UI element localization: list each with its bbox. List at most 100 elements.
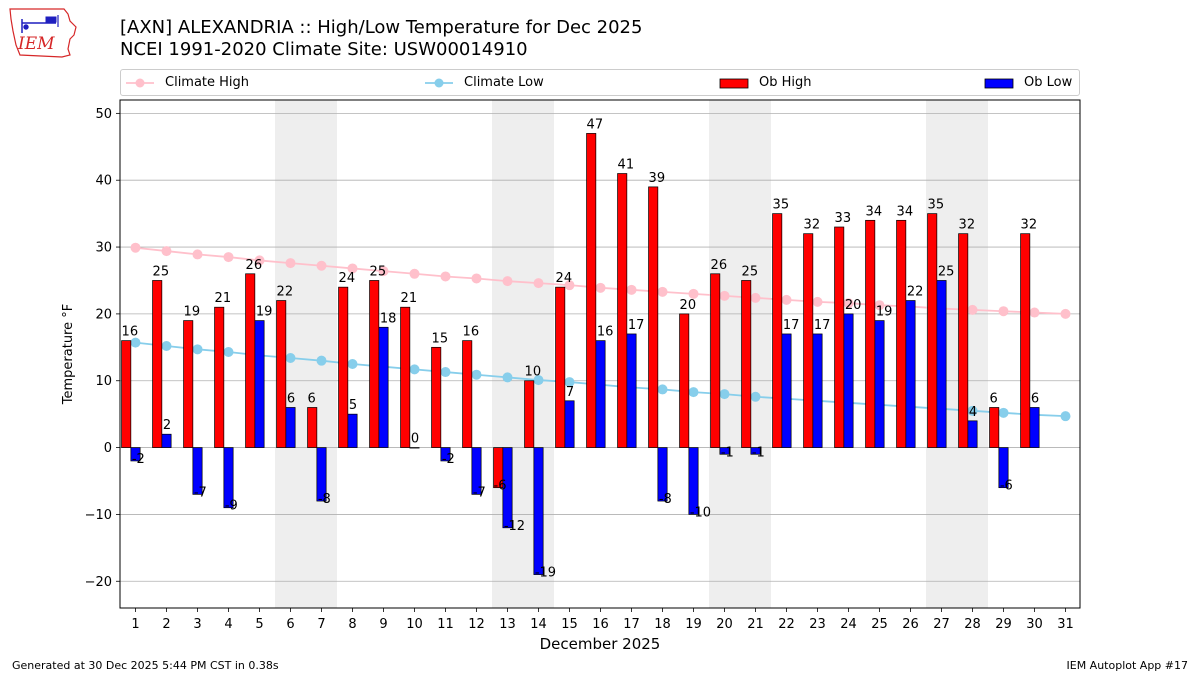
climate-low-point [533, 375, 544, 386]
ob-low-value-label: 16 [597, 325, 614, 340]
ob-low-value-label: 25 [938, 264, 955, 279]
ob-high-value-label: 26 [711, 258, 728, 273]
y-axis-label: Temperature °F [61, 304, 76, 405]
ob-high-value-label: 26 [246, 258, 263, 273]
ob-high-value-label: 22 [277, 285, 294, 300]
ob-low-value-label: -8 [318, 492, 331, 507]
climate-low-point [192, 344, 203, 355]
x-tick-label: 11 [437, 617, 454, 632]
ob-low-value-label: -1 [752, 445, 765, 460]
x-tick-label: 8 [348, 617, 356, 632]
ob-low-value-label: -12 [504, 519, 525, 534]
x-tick-label: 21 [747, 617, 764, 632]
climate-low-point [719, 389, 730, 400]
ob-low-bar [781, 333, 792, 448]
climate-high-point [378, 266, 389, 277]
x-tick-label: 4 [224, 617, 232, 632]
ob-high-value-label: 6 [308, 391, 316, 406]
ob-low-bar [626, 333, 637, 448]
ob-low-value-label: -6 [1000, 479, 1013, 494]
ob-high-bar [121, 340, 132, 448]
climate-high-point [998, 306, 1009, 317]
climate-low-point [998, 407, 1009, 418]
x-tick-label: 18 [654, 617, 671, 632]
ob-low-bar [812, 333, 823, 448]
ob-high-value-label: 19 [184, 305, 201, 320]
ob-high-bar [214, 306, 225, 448]
y-tick-label: 20 [95, 307, 112, 322]
plot-frame [119, 99, 1081, 609]
ob-low-bar [130, 447, 141, 462]
climate-low-point [688, 387, 699, 398]
ob-low-value-label: -2 [442, 452, 455, 467]
y-tick-label: 50 [95, 107, 112, 122]
climate-high-point [564, 280, 575, 291]
app-id: IEM Autoplot App #17 [1066, 659, 1189, 672]
ob-high-value-label: 32 [804, 218, 821, 233]
ob-low-bar [564, 400, 575, 448]
weekend-shading [275, 100, 988, 608]
ob-low-bar [347, 413, 358, 448]
ob-low-value-label: 0 [411, 432, 419, 447]
ob-low-bar [657, 447, 668, 502]
ob-high-value-label: 25 [370, 264, 387, 279]
x-tick-label: 31 [1057, 617, 1074, 632]
x-tick-label: 23 [809, 617, 826, 632]
ob-high-value-label: 32 [1021, 218, 1038, 233]
ob-low-bar [533, 447, 544, 575]
ob-low-value-label: -7 [194, 485, 207, 500]
ob-high-bar [431, 346, 442, 448]
logo-text: IEM [17, 34, 55, 54]
legend: Climate High Climate Low Ob High Ob Low [120, 69, 1080, 96]
ob-low-bar [688, 447, 699, 515]
climate-high-point [192, 249, 203, 260]
ob-low-bar [254, 320, 265, 448]
ob-low-bar [440, 447, 451, 462]
climate-high-point [502, 276, 513, 287]
ob-high-value-label: 20 [680, 298, 697, 313]
ob-high-bar [307, 407, 318, 448]
climate-high-point [874, 300, 885, 311]
ob-high-bar [741, 280, 752, 448]
legend-item-climate-low: Climate Low [424, 73, 544, 92]
climate-low-line-icon [425, 78, 453, 87]
ob-low-value-label: 2 [163, 418, 171, 433]
ob-low-value-label: -2 [132, 452, 145, 467]
ob-low-value-label: -19 [535, 566, 556, 581]
ob-low-bar [595, 340, 606, 448]
chart-subtitle: NCEI 1991-2020 Climate Site: USW00014910 [120, 39, 528, 60]
x-tick-label: 9 [379, 617, 387, 632]
x-tick-label: 10 [406, 617, 423, 632]
ob-high-bar [679, 313, 690, 448]
ob-high-value-label: 33 [835, 211, 852, 226]
ob-low-value-label: 4 [969, 405, 977, 420]
y-tick-label: 10 [95, 374, 112, 389]
climate-low-point [471, 369, 482, 380]
y-tick-label: 0 [104, 441, 112, 456]
y-tick-label: 30 [95, 241, 112, 256]
chart-title: [AXN] ALEXANDRIA :: High/Low Temperature… [120, 17, 643, 38]
ob-low-swatch-icon [984, 78, 1014, 88]
ob-low-bar [750, 447, 761, 455]
generated-timestamp: Generated at 30 Dec 2025 5:44 PM CST in … [12, 659, 279, 672]
ob-low-value-label: 20 [845, 298, 862, 313]
legend-item-climate-high: Climate High [125, 73, 249, 92]
ob-high-value-label: -6 [494, 479, 507, 494]
ob-low-bar [967, 420, 978, 448]
ob-high-bar [369, 280, 380, 448]
ob-low-value-label: 7 [566, 385, 574, 400]
ob-low-bar [998, 447, 1009, 489]
x-tick-label: 3 [193, 617, 201, 632]
x-tick-label: 30 [1026, 617, 1043, 632]
ob-high-value-label: 32 [959, 218, 976, 233]
ob-low-bar [843, 313, 854, 448]
ob-low-bar [409, 447, 420, 449]
ob-low-value-label: -1 [721, 445, 734, 460]
ob-high-bar [555, 286, 566, 448]
iem-logo: IEM [9, 8, 77, 58]
climate-low-point [285, 353, 296, 364]
ob-high-value-label: 24 [339, 271, 356, 286]
ob-high-value-label: 15 [432, 331, 449, 346]
ob-high-value-label: 25 [153, 264, 170, 279]
ob-high-bar [462, 340, 473, 448]
